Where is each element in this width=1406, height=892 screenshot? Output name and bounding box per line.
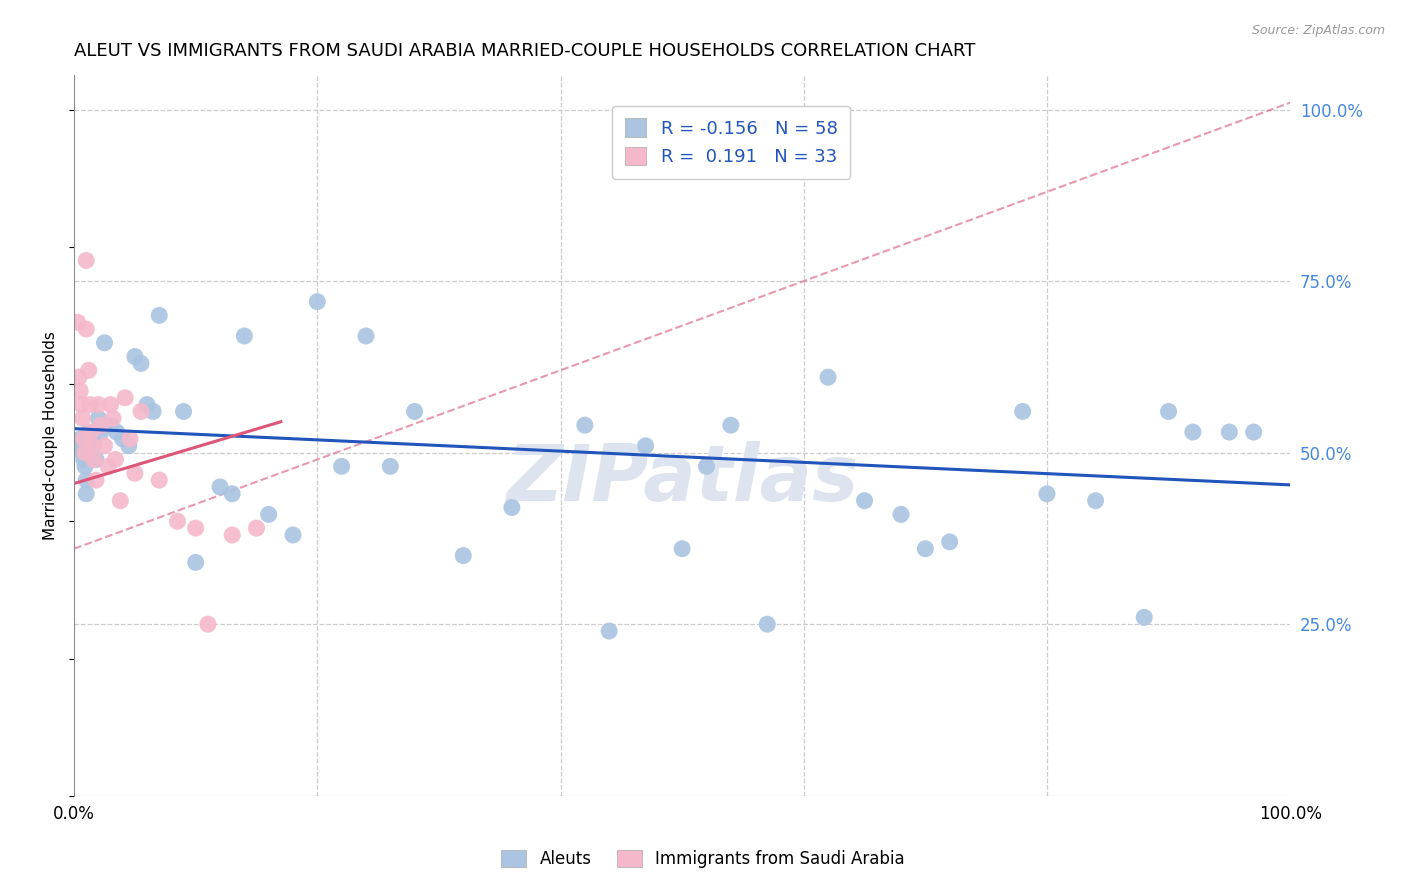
Point [73,452,96,467]
Point [380,459,402,474]
Point [124,350,146,364]
Point [245,521,267,535]
Y-axis label: Married-couple Households: Married-couple Households [44,331,58,540]
Point [914,541,936,556]
Point [129,404,152,418]
Point [69,439,91,453]
Point [66,315,89,329]
Point [233,329,256,343]
Point [93,335,115,350]
Point [890,508,912,522]
Point [67,370,90,384]
Point [1011,404,1033,418]
Point [756,617,779,632]
Point [124,467,146,481]
Point [148,473,170,487]
Point [83,452,105,467]
Point [404,404,426,418]
Point [105,425,128,439]
Text: ZIPatlas: ZIPatlas [506,441,858,516]
Point [77,363,100,377]
Point [1133,610,1156,624]
Point [574,418,596,433]
Point [110,493,132,508]
Point [1181,425,1204,439]
Point [671,541,693,556]
Point [83,439,105,453]
Point [330,459,353,474]
Legend: Aleuts, Immigrants from Saudi Arabia: Aleuts, Immigrants from Saudi Arabia [495,843,911,875]
Point [720,418,742,433]
Point [101,411,124,425]
Point [118,432,141,446]
Point [90,425,112,439]
Point [93,439,115,453]
Point [111,432,134,446]
Point [184,556,207,570]
Point [354,329,377,343]
Point [451,549,474,563]
Point [1036,487,1059,501]
Point [84,452,107,467]
Point [72,411,94,425]
Point [501,500,523,515]
Point [1218,425,1240,439]
Point [1084,493,1107,508]
Point [114,391,136,405]
Point [221,487,243,501]
Point [87,411,110,425]
Point [281,528,304,542]
Point [104,452,127,467]
Point [1243,425,1265,439]
Point [221,528,243,542]
Point [166,514,188,528]
Point [82,439,104,453]
Point [75,253,97,268]
Point [208,480,231,494]
Text: ALEUT VS IMMIGRANTS FROM SAUDI ARABIA MARRIED-COUPLE HOUSEHOLDS CORRELATION CHAR: ALEUT VS IMMIGRANTS FROM SAUDI ARABIA MA… [75,42,976,60]
Point [148,309,170,323]
Point [853,493,876,508]
Point [97,459,120,474]
Point [118,439,141,453]
Point [75,487,97,501]
Point [79,398,101,412]
Point [129,356,152,370]
Point [142,404,165,418]
Point [173,404,195,418]
Point [197,617,219,632]
Legend: R = -0.156   N = 58, R =  0.191   N = 33: R = -0.156 N = 58, R = 0.191 N = 33 [612,106,851,179]
Point [75,473,97,487]
Point [90,418,112,433]
Point [70,398,93,412]
Point [1157,404,1180,418]
Point [598,624,620,638]
Point [72,445,94,459]
Point [257,508,280,522]
Point [695,459,717,474]
Point [817,370,839,384]
Point [87,398,110,412]
Point [77,425,100,439]
Point [84,473,107,487]
Point [73,459,96,474]
Point [100,418,122,433]
Point [73,445,96,459]
Point [100,398,122,412]
Point [75,445,97,459]
Text: Source: ZipAtlas.com: Source: ZipAtlas.com [1251,24,1385,37]
Point [136,398,159,412]
Point [307,294,329,309]
Point [938,534,960,549]
Point [73,432,96,446]
Point [80,432,103,446]
Point [69,384,91,398]
Point [80,425,103,439]
Point [634,439,657,453]
Point [69,432,91,446]
Point [75,322,97,336]
Point [184,521,207,535]
